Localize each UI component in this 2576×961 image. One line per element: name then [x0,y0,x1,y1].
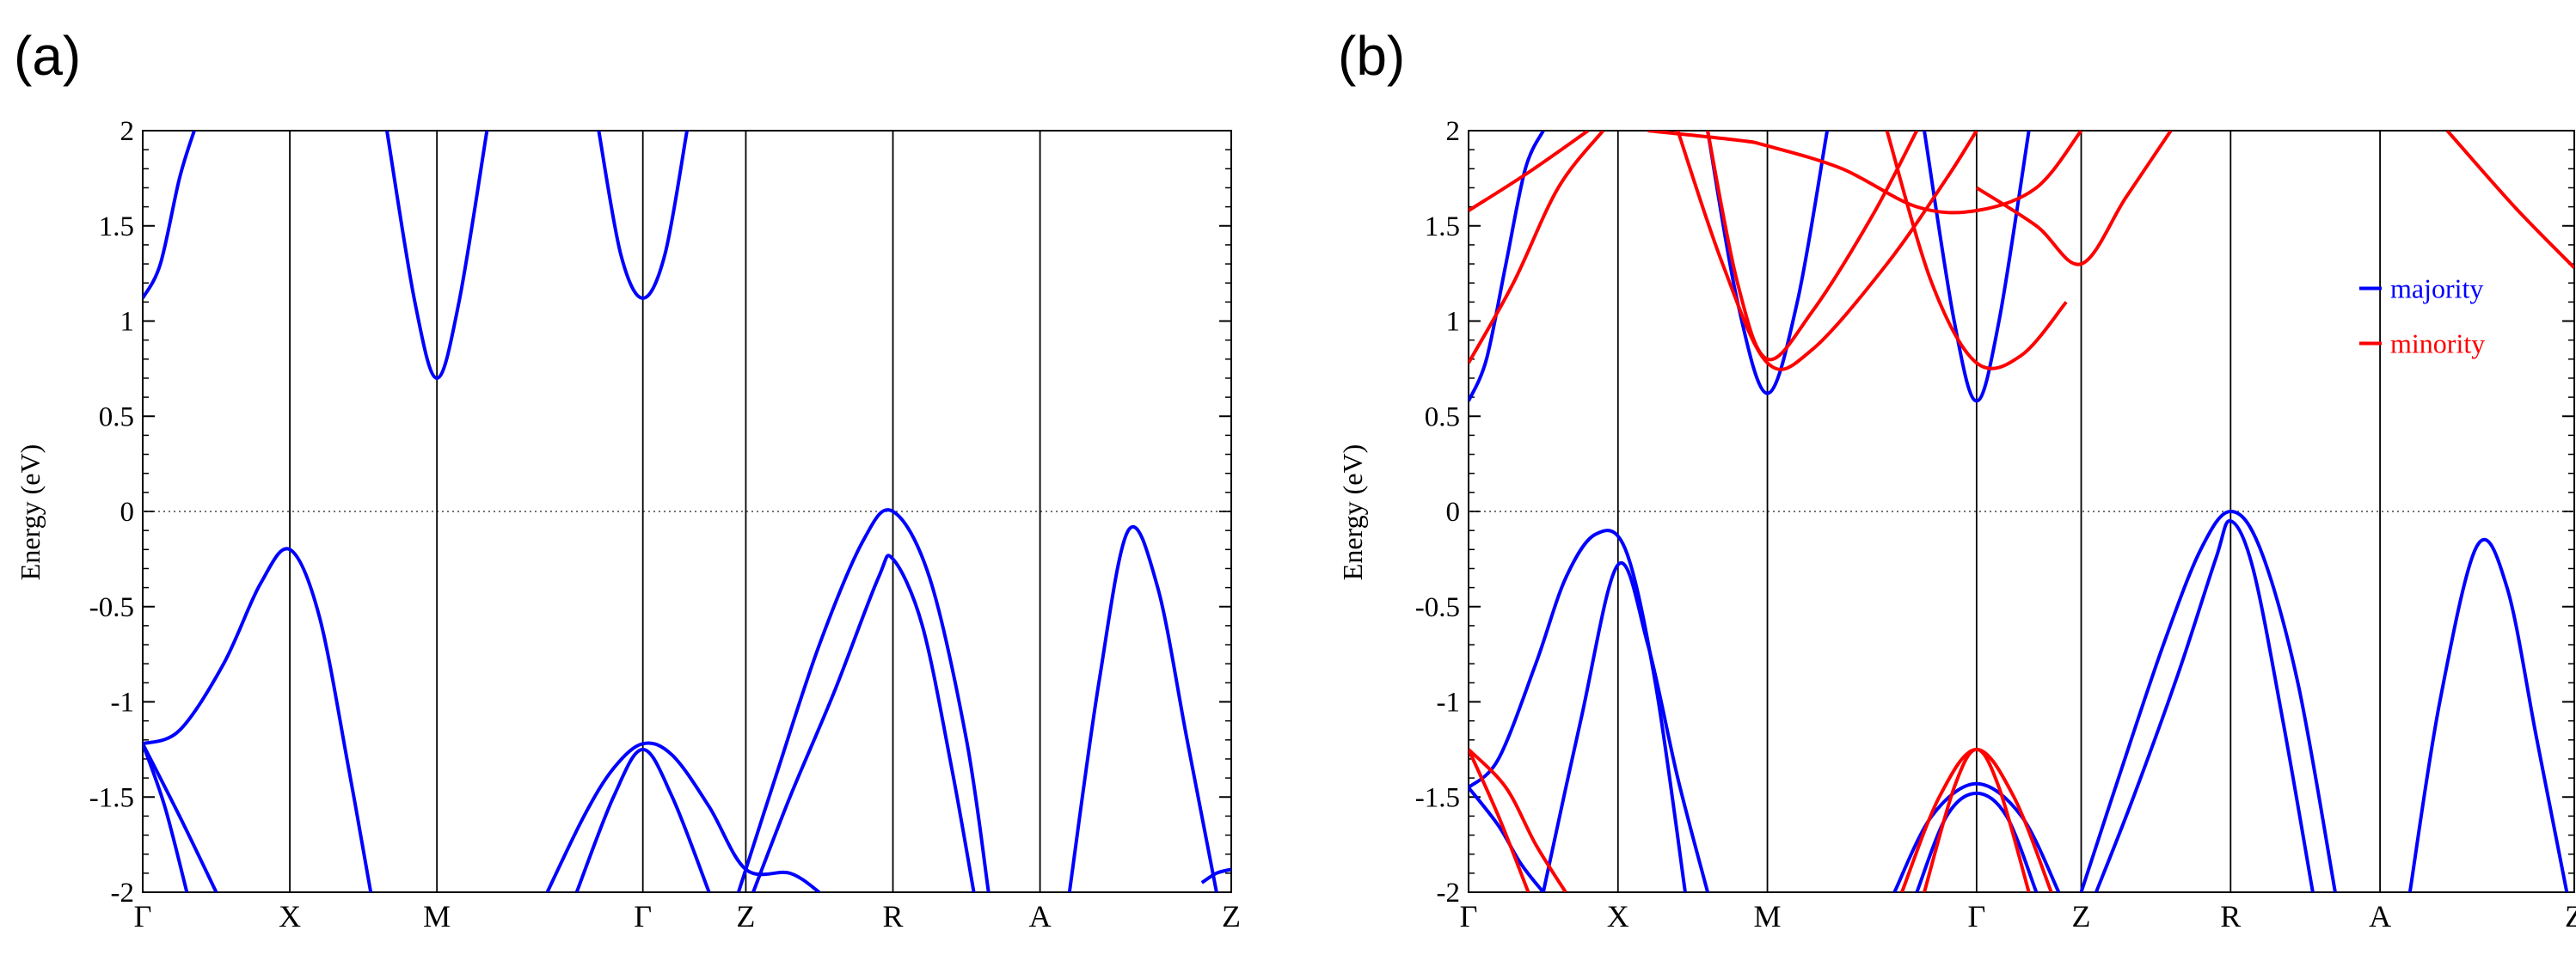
y-tick-label: 1.5 [99,211,134,242]
y-tick-label: 0.5 [99,401,134,432]
panel-label-a: (a) [14,25,82,87]
y-tick-label: 0 [120,497,135,528]
kpoint-label: A [1029,899,1052,933]
band-v5 [574,747,711,892]
kpoint-label: Z [736,899,755,933]
kpoint-label: X [279,899,301,933]
legend-label-majority: majority [2390,273,2483,304]
legend-label-minority: minority [2390,328,2485,359]
kpoint-label: Γ [1460,899,1478,933]
y-tick-label: 1 [1446,307,1461,338]
band-minority [1975,131,2173,266]
band-v3 [143,743,218,892]
kpoint-label: R [883,899,904,933]
kpoint-label: M [423,899,451,933]
band-minority [1706,131,1919,362]
band-minority [2445,131,2574,269]
band-majority [1706,131,1830,395]
band-majority [1469,131,1545,402]
y-tick-label: 2 [1446,116,1461,147]
y-tick-label: -2 [111,878,135,909]
band-v1 [143,547,373,892]
y-tick-label: -1.5 [89,782,134,813]
y-tick-label: 2 [120,116,135,147]
kpoint-label: R [2220,899,2241,933]
band-c2 [385,131,489,380]
kpoint-label: Γ [134,899,152,933]
band-v7 [751,554,976,892]
band-majority [2079,509,2337,892]
kpoint-label: A [2369,899,2391,933]
y-axis-title-b: Energy (eV) [1337,444,1368,580]
band-majority [1915,791,2039,892]
kpoint-label: X [1607,899,1629,933]
band-minority [1885,131,2068,370]
bands-group [1469,131,2574,892]
band-majority [2407,537,2569,892]
y-tick-label: -1.5 [1415,782,1460,813]
y-tick-label: 0.5 [1425,401,1460,432]
bands-group [143,131,1231,892]
kpoint-label: Z [2565,899,2576,933]
band-minority [1923,747,2031,892]
kpoint-label: Z [2072,899,2091,933]
band-v8 [1067,524,1218,892]
y-tick-label: -0.5 [89,592,134,623]
band-structure-chart-b: Energy (eV) 21.510.50-0.5-1-1.5-2Γ X M Γ Z R A… [1337,116,2576,933]
band-v9 [1200,867,1231,884]
band-c3 [597,131,689,300]
band-v6 [736,508,991,892]
band-v4 [545,741,821,892]
band-c1 [143,131,196,299]
y-tick-label: 0 [1446,497,1461,528]
band-majority [2095,519,2315,892]
band-majority [1923,131,2031,403]
kpoint-label: Γ [1967,899,1985,933]
band-majority [1469,529,1687,892]
y-tick-label: -1 [111,688,135,719]
band-minority [1469,131,1604,364]
y-tick-label: 1.5 [1425,211,1460,242]
kpoint-label: M [1754,899,1782,933]
kpoint-label: Z [1222,899,1241,933]
band-structure-chart-a: Energy (eV) 21.510.50-0.5-1-1.5-2Γ X M Γ Z R A… [15,116,1241,933]
y-axis-title-a: Energy (eV) [15,444,46,580]
band-minority [1647,131,2083,215]
y-tick-label: 1 [120,307,135,338]
band-minority [1676,131,1978,371]
panel-label-b: (b) [1338,25,1406,87]
y-tick-label: -1 [1437,688,1461,719]
band-majority [1541,560,1709,892]
y-tick-label: -2 [1437,878,1461,909]
band-majority [1892,781,2061,892]
plot-frame [142,130,1232,893]
band-minority [1469,131,1590,212]
band-minority [1469,748,1567,892]
y-tick-label: -0.5 [1415,592,1460,623]
band-minority [1469,749,1530,892]
band-v2 [143,743,189,892]
kpoint-label: Γ [634,899,652,933]
